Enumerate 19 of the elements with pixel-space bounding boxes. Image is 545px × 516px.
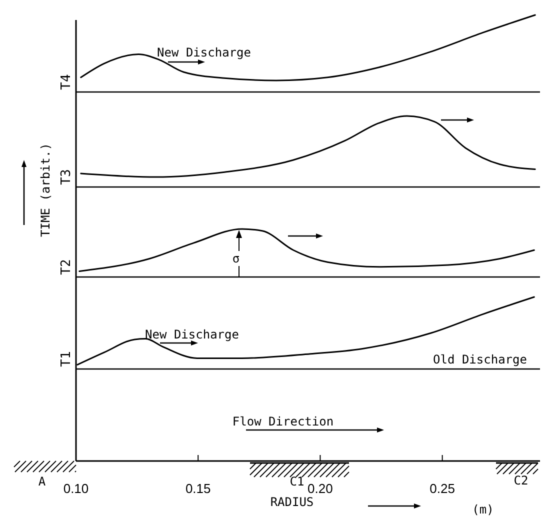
y-axis-title: T4 (59, 74, 74, 90)
x-tick-label: 0.20 (308, 481, 333, 496)
text: C1 (290, 474, 304, 488)
x-tick-label: 0.15 (185, 481, 211, 496)
annotation: New Discharge (145, 327, 239, 342)
x-axis-title: RADIUS (270, 495, 314, 509)
annotation: σ (232, 251, 240, 266)
text: (m) (472, 502, 494, 516)
text: TIME (arbit.) (38, 143, 52, 237)
text: Flow Direction (232, 414, 334, 428)
y-axis-title: T3 (59, 169, 74, 185)
annotation: New Discharge (157, 45, 251, 60)
y-axis-title: T2 (59, 259, 74, 275)
x-tick-label: 0.10 (63, 481, 89, 496)
text: C2 (514, 473, 528, 488)
text: A (38, 474, 46, 488)
y-axis-title: T1 (59, 351, 74, 367)
x-tick-label: 0.25 (430, 481, 455, 496)
annotation: Old Discharge (433, 352, 527, 366)
